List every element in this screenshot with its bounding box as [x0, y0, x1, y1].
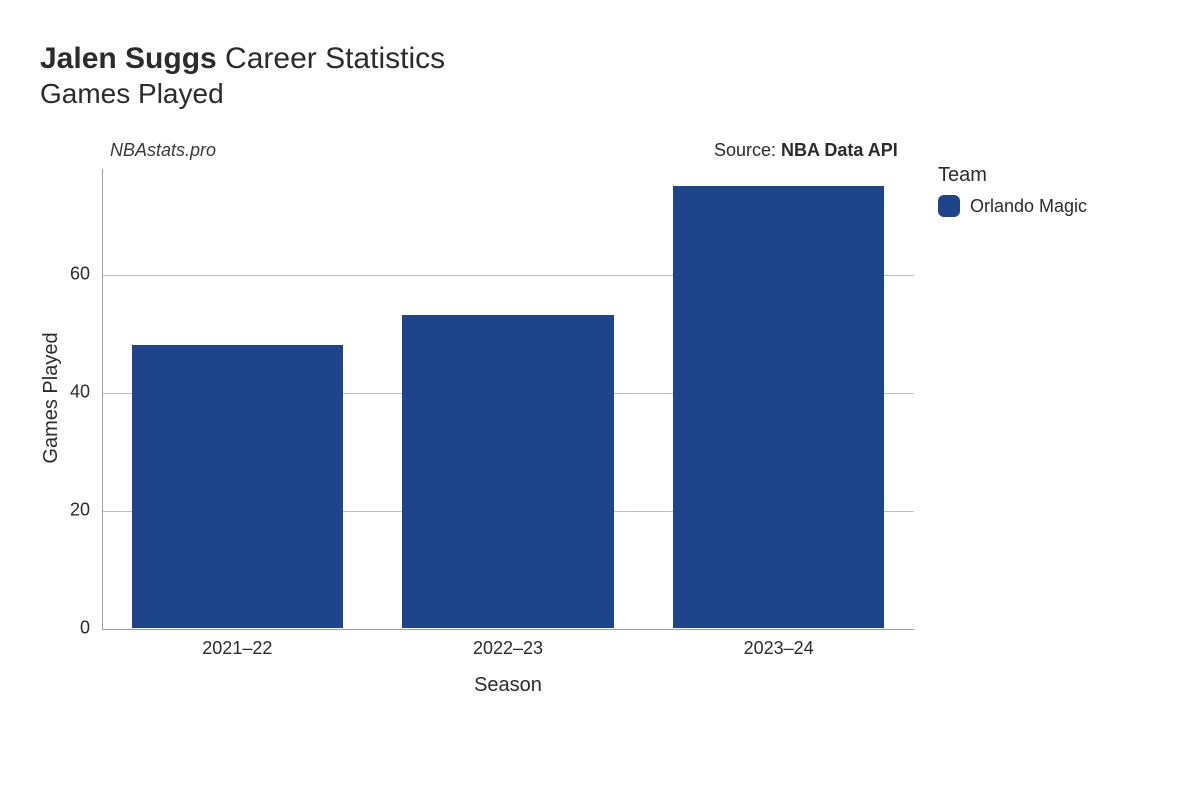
x-axis-title: Season [474, 674, 542, 697]
title-line-2: Games Played [40, 78, 445, 110]
bar [402, 315, 613, 628]
y-tick-label: 20 [60, 500, 90, 521]
x-tick-label: 2021–22 [202, 638, 272, 659]
y-tick-label: 40 [60, 382, 90, 403]
bar [132, 345, 343, 628]
legend-title: Team [938, 164, 1087, 187]
player-name: Jalen Suggs [40, 42, 217, 75]
legend-label: Orlando Magic [970, 196, 1087, 217]
title-rest: Career Statistics [217, 42, 445, 75]
x-tick-label: 2022–23 [473, 638, 543, 659]
source-attribution: Source: NBA Data API [714, 140, 898, 161]
chart-title: Jalen Suggs Career Statistics Games Play… [40, 40, 445, 110]
bar [673, 186, 884, 628]
watermark-text: NBAstats.pro [110, 140, 216, 161]
y-axis-line [102, 169, 103, 629]
source-prefix: Source: [714, 140, 781, 160]
title-line-1: Jalen Suggs Career Statistics [40, 40, 445, 78]
legend: Team Orlando Magic [938, 164, 1087, 217]
legend-item: Orlando Magic [938, 195, 1087, 217]
x-tick-label: 2023–24 [744, 638, 814, 659]
plot-area [102, 168, 914, 628]
x-axis-line [102, 629, 914, 630]
y-tick-label: 60 [60, 264, 90, 285]
source-name: NBA Data API [781, 140, 898, 160]
legend-swatch [938, 195, 960, 217]
y-tick-label: 0 [60, 618, 90, 639]
chart-container: Jalen Suggs Career Statistics Games Play… [0, 0, 1200, 800]
